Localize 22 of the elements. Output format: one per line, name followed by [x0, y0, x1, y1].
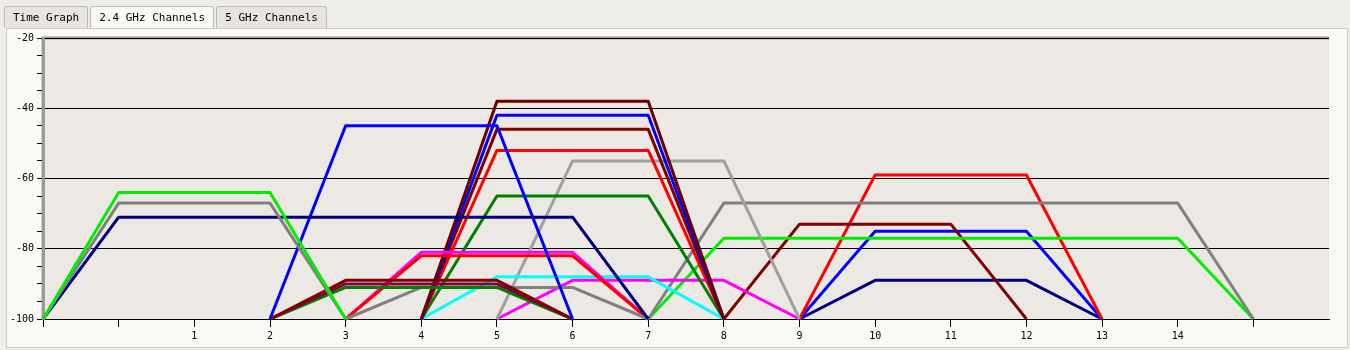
text: 5 GHz Channels — [216, 6, 327, 28]
x-tick-label: 2 — [266, 329, 274, 341]
y-tick-label: -80 — [16, 242, 35, 254]
x-tick-label: 5 — [493, 329, 500, 341]
x-tick-label: 4 — [418, 329, 425, 341]
y-tick-label: -40 — [16, 101, 35, 113]
x-tick-label: 3 — [342, 329, 349, 341]
x-tick-label: 12 — [1020, 329, 1033, 341]
y-tick-label: -60 — [16, 172, 35, 184]
x-tick-label: 8 — [720, 329, 727, 341]
x-tick-label: 7 — [645, 329, 652, 341]
y-tick-label: -20 — [16, 31, 35, 43]
x-tick-label: 11 — [944, 329, 957, 341]
x-tick-label: 1 — [191, 329, 198, 341]
x-tick-label: 14 — [1171, 329, 1184, 341]
x-tick-label: 6 — [569, 329, 576, 341]
text: 2.4 GHz Channels — [90, 6, 215, 28]
x-tick-label: 13 — [1096, 329, 1109, 341]
x-tick-label: 10 — [869, 329, 882, 341]
x-tick-label: 9 — [796, 329, 803, 341]
text: Time Graph — [4, 6, 89, 28]
y-tick-label: -100 — [9, 312, 35, 324]
